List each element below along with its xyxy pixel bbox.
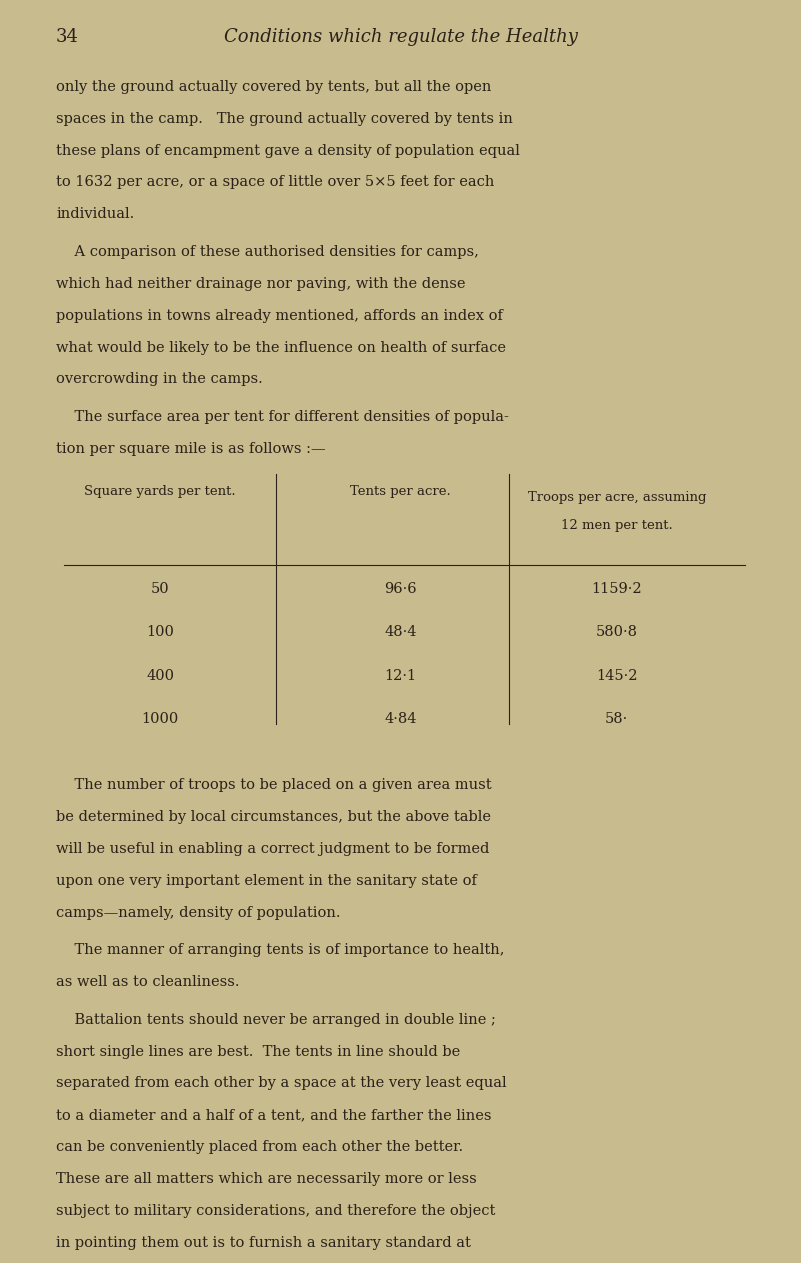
Text: only the ground actually covered by tents, but all the open: only the ground actually covered by tent… [56, 80, 492, 93]
Text: 50: 50 [151, 582, 170, 596]
Text: 48·4: 48·4 [384, 625, 417, 639]
Text: in pointing them out is to furnish a sanitary standard at: in pointing them out is to furnish a san… [56, 1236, 471, 1250]
Text: 1000: 1000 [142, 712, 179, 726]
Text: These are all matters which are necessarily more or less: These are all matters which are necessar… [56, 1172, 477, 1186]
Text: separated from each other by a space at the very least equal: separated from each other by a space at … [56, 1076, 507, 1090]
Text: Troops per acre, assuming: Troops per acre, assuming [528, 491, 706, 504]
Text: Square yards per tent.: Square yards per tent. [84, 485, 236, 499]
Text: 1159·2: 1159·2 [591, 582, 642, 596]
Text: as well as to cleanliness.: as well as to cleanliness. [56, 975, 239, 989]
Text: to a diameter and a half of a tent, and the farther the lines: to a diameter and a half of a tent, and … [56, 1109, 492, 1123]
Text: individual.: individual. [56, 207, 135, 221]
Text: A comparison of these authorised densities for camps,: A comparison of these authorised densiti… [56, 245, 479, 259]
Text: which had neither drainage nor paving, with the dense: which had neither drainage nor paving, w… [56, 277, 465, 290]
Text: The surface area per tent for different densities of popula-: The surface area per tent for different … [56, 410, 509, 424]
Text: 400: 400 [147, 668, 174, 683]
Text: be determined by local circumstances, but the above table: be determined by local circumstances, bu… [56, 810, 491, 823]
Text: populations in towns already mentioned, affords an index of: populations in towns already mentioned, … [56, 308, 503, 323]
Text: subject to military considerations, and therefore the object: subject to military considerations, and … [56, 1204, 496, 1218]
Text: short single lines are best.  The tents in line should be: short single lines are best. The tents i… [56, 1045, 461, 1058]
Text: can be conveniently placed from each other the better.: can be conveniently placed from each oth… [56, 1140, 463, 1154]
Text: will be useful in enabling a correct judgment to be formed: will be useful in enabling a correct jud… [56, 842, 489, 856]
Text: 145·2: 145·2 [596, 668, 638, 683]
Text: camps—namely, density of population.: camps—namely, density of population. [56, 906, 340, 919]
Text: these plans of encampment gave a density of population equal: these plans of encampment gave a density… [56, 144, 520, 158]
Text: upon one very important element in the sanitary state of: upon one very important element in the s… [56, 874, 477, 888]
Text: Battalion tents should never be arranged in double line ;: Battalion tents should never be arranged… [56, 1013, 496, 1027]
Text: what would be likely to be the influence on health of surface: what would be likely to be the influence… [56, 341, 506, 355]
Text: overcrowding in the camps.: overcrowding in the camps. [56, 373, 263, 386]
Text: 580·8: 580·8 [596, 625, 638, 639]
Text: 34: 34 [56, 29, 79, 47]
Text: 12 men per tent.: 12 men per tent. [561, 519, 673, 533]
Text: The number of troops to be placed on a given area must: The number of troops to be placed on a g… [56, 778, 492, 792]
Text: The manner of arranging tents is of importance to health,: The manner of arranging tents is of impo… [56, 943, 505, 957]
Text: Conditions which regulate the Healthy: Conditions which regulate the Healthy [223, 29, 578, 47]
Text: Tents per acre.: Tents per acre. [350, 485, 451, 499]
Text: 96·6: 96·6 [384, 582, 417, 596]
Text: 58·: 58· [605, 712, 629, 726]
Text: 4·84: 4·84 [384, 712, 417, 726]
Text: tion per square mile is as follows :—: tion per square mile is as follows :— [56, 442, 326, 456]
Text: 12·1: 12·1 [384, 668, 417, 683]
Text: spaces in the camp.   The ground actually covered by tents in: spaces in the camp. The ground actually … [56, 111, 513, 125]
Text: 100: 100 [147, 625, 174, 639]
Text: to 1632 per acre, or a space of little over 5×5 feet for each: to 1632 per acre, or a space of little o… [56, 176, 494, 189]
